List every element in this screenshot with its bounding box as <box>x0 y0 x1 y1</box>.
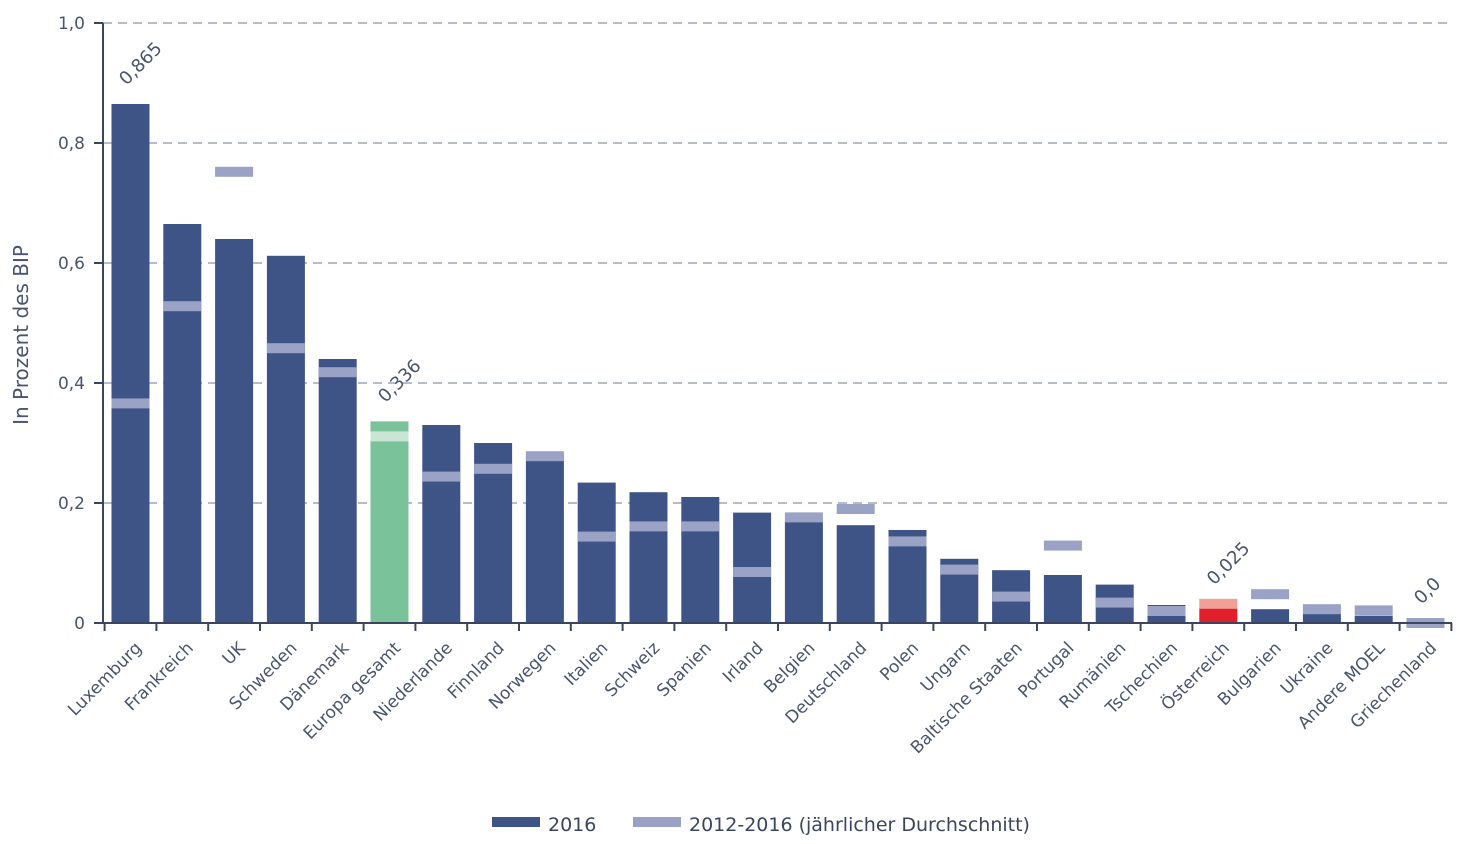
bar <box>318 359 357 623</box>
average-marker <box>1251 589 1290 600</box>
average-marker <box>577 531 616 542</box>
average-marker <box>474 463 513 474</box>
average-marker <box>1302 604 1341 615</box>
bar <box>629 492 668 623</box>
data-label: 0,025 <box>1203 538 1254 589</box>
x-tick-label: UK <box>219 638 250 669</box>
average-marker <box>215 166 254 177</box>
average-marker <box>629 521 668 532</box>
average-marker <box>1199 598 1238 609</box>
y-axis-label: In Prozent des BIP <box>9 245 33 425</box>
average-marker <box>836 504 875 514</box>
y-tick-labels: 0 0,2 0,4 0,6 0,8 1,0 <box>58 14 85 634</box>
average-marker <box>266 343 305 354</box>
bar <box>163 224 202 623</box>
average-marker <box>422 471 461 482</box>
data-label: 0,0 <box>1410 573 1445 608</box>
y-tick-label: 0,4 <box>58 374 85 394</box>
bar <box>215 239 254 623</box>
x-tick-label: Spanien <box>653 638 716 701</box>
bars-2016 <box>111 104 1393 624</box>
average-marker <box>888 536 927 547</box>
bar <box>111 104 150 623</box>
data-labels: 0,865 0,336 0,025 0,0 <box>115 38 1445 608</box>
bar <box>681 497 720 623</box>
average-marker <box>1043 540 1082 551</box>
legend-swatch-average <box>633 817 681 827</box>
y-tick-label: 0,2 <box>58 494 85 514</box>
average-marker <box>992 591 1031 602</box>
y-tick-label: 0,8 <box>58 134 85 154</box>
legend: 2016 2012-2016 (jährlicher Durchschnitt) <box>492 814 1030 836</box>
average-marker <box>111 398 150 409</box>
legend-swatch-2016 <box>492 817 540 827</box>
bar <box>836 525 875 623</box>
data-label: 0,865 <box>115 38 166 89</box>
legend-label-average: 2012-2016 (jährlicher Durchschnitt) <box>689 814 1030 836</box>
average-marker <box>681 521 720 532</box>
average-marker <box>370 431 409 442</box>
gridlines <box>94 22 1452 624</box>
bar <box>1043 575 1082 623</box>
average-marker <box>1147 606 1186 616</box>
average-marker <box>1354 605 1393 616</box>
bar <box>1354 615 1393 623</box>
average-marker <box>784 512 823 523</box>
data-label: 0,336 <box>374 356 425 407</box>
x-tick-label: Irland <box>719 638 768 687</box>
x-tick-label: Italien <box>561 638 612 689</box>
average-marker <box>733 567 772 577</box>
bar <box>577 482 616 623</box>
x-tick-label: Schweiz <box>601 638 664 701</box>
average-marker <box>318 367 357 378</box>
axes <box>102 23 1453 631</box>
y-tick-label: 0,6 <box>58 254 85 274</box>
y-tick-label: 0 <box>74 614 85 634</box>
bar <box>1302 614 1341 623</box>
bar <box>1199 608 1238 623</box>
legend-label-2016: 2016 <box>548 814 596 836</box>
bar <box>422 425 461 623</box>
average-marker <box>163 301 202 312</box>
average-marker <box>525 451 564 462</box>
average-marker <box>940 564 979 575</box>
markers-average <box>111 166 1445 628</box>
bar <box>370 421 409 623</box>
bar <box>784 521 823 623</box>
bar <box>525 455 564 623</box>
bar <box>1251 609 1290 623</box>
y-tick-label: 1,0 <box>58 14 85 34</box>
bar <box>266 255 305 624</box>
x-tick-label: Polen <box>876 638 923 685</box>
average-marker <box>1095 597 1134 608</box>
